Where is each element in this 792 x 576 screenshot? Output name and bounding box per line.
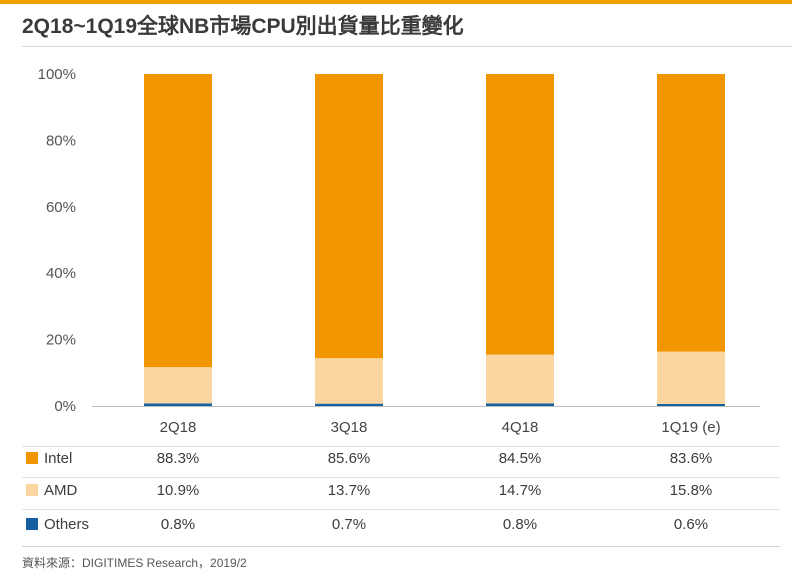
- data-label: 88.3%: [157, 450, 200, 467]
- bar-segment-others: [315, 403, 383, 406]
- x-tick-label: 2Q18: [160, 419, 197, 436]
- source-note: 資料來源：DIGITIMES Research，2019/2: [22, 556, 247, 570]
- data-label: 83.6%: [670, 450, 713, 467]
- y-tick-label: 60%: [46, 199, 76, 216]
- bar-segment-intel: [486, 74, 554, 355]
- bar-segment-amd: [486, 354, 554, 404]
- data-label: 10.9%: [157, 482, 200, 499]
- bar-segment-others: [657, 404, 725, 406]
- bar-segment-intel: [657, 74, 725, 352]
- bar-segment-amd: [657, 351, 725, 405]
- bar-segment-amd: [315, 358, 383, 404]
- data-label: 0.7%: [332, 516, 366, 533]
- legend-swatch-others: [26, 518, 38, 530]
- data-label: 13.7%: [328, 482, 371, 499]
- data-label: 0.6%: [674, 516, 708, 533]
- data-label: 85.6%: [328, 450, 371, 467]
- data-table: Intel 88.3% 85.6% 84.5% 83.6% AMD 10.9% 13.7% 14…: [22, 446, 780, 547]
- y-tick-label: 100%: [38, 66, 76, 83]
- legend-others: Others: [44, 516, 89, 533]
- data-label: 0.8%: [503, 516, 537, 533]
- x-tick-label: 4Q18: [502, 419, 539, 436]
- bar-segment-intel: [315, 74, 383, 359]
- bar-segment-others: [144, 403, 212, 406]
- title-divider: [22, 46, 792, 47]
- top-accent-line: [0, 0, 792, 4]
- y-tick-label: 40%: [46, 265, 76, 282]
- legend-intel: Intel: [44, 450, 72, 467]
- data-label: 0.8%: [161, 516, 195, 533]
- x-axis: 2Q18 3Q18 4Q18 1Q19 (e): [160, 419, 721, 436]
- x-tick-label: 3Q18: [331, 419, 368, 436]
- data-label: 84.5%: [499, 450, 542, 467]
- bar-segment-others: [486, 403, 554, 406]
- data-label: 14.7%: [499, 482, 542, 499]
- y-axis: 0% 20% 40% 60% 80% 100%: [38, 66, 760, 415]
- bar-segment-amd: [144, 367, 212, 404]
- data-label: 15.8%: [670, 482, 713, 499]
- legend-swatch-amd: [26, 484, 38, 496]
- y-tick-label: 0%: [54, 398, 76, 415]
- y-tick-label: 80%: [46, 132, 76, 149]
- bar-segment-intel: [144, 74, 212, 368]
- chart-title: 2Q18~1Q19全球NB市場CPU別出貨量比重變化: [22, 15, 464, 38]
- x-tick-label: 1Q19 (e): [661, 419, 720, 436]
- bars: [144, 74, 725, 406]
- legend-swatch-intel: [26, 452, 38, 464]
- y-tick-label: 20%: [46, 332, 76, 349]
- legend-amd: AMD: [44, 482, 78, 499]
